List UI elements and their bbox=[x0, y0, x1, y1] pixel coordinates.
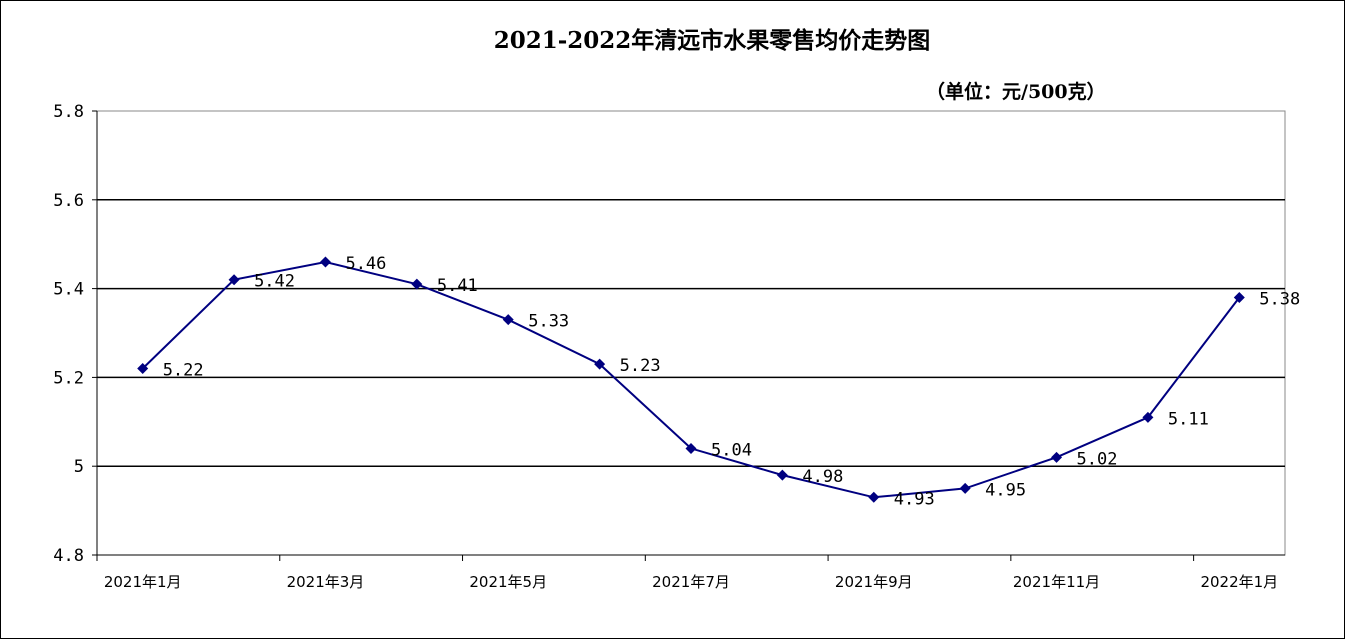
x-tick-label: 2021年7月 bbox=[652, 573, 730, 591]
x-tick-label: 2021年11月 bbox=[1013, 573, 1100, 591]
data-label: 4.95 bbox=[985, 480, 1026, 500]
data-label: 5.42 bbox=[254, 272, 295, 292]
x-tick-label: 2021年1月 bbox=[104, 573, 182, 591]
y-tick-label: 5 bbox=[74, 457, 84, 477]
data-point bbox=[319, 256, 331, 268]
data-label: 5.23 bbox=[620, 356, 661, 376]
y-tick-label: 4.8 bbox=[53, 546, 84, 566]
data-point bbox=[594, 358, 606, 370]
x-tick-label: 2021年9月 bbox=[835, 573, 913, 591]
data-point bbox=[1142, 411, 1154, 423]
x-tick-label: 2022年1月 bbox=[1200, 573, 1278, 591]
data-point bbox=[1233, 291, 1245, 303]
y-tick-label: 5.6 bbox=[53, 191, 84, 211]
data-label: 5.38 bbox=[1259, 289, 1300, 309]
data-point bbox=[137, 363, 149, 375]
data-label: 5.46 bbox=[345, 254, 386, 274]
chart-title: 2021-2022年清远市水果零售均价走势图 bbox=[493, 27, 931, 54]
x-tick-label: 2021年5月 bbox=[469, 573, 547, 591]
unit-label: （单位：元/500克） bbox=[926, 81, 1106, 103]
data-point bbox=[959, 482, 971, 494]
y-tick-label: 5.8 bbox=[53, 102, 84, 122]
data-label: 5.11 bbox=[1168, 409, 1209, 429]
y-tick-label: 5.2 bbox=[53, 368, 84, 388]
data-label: 5.02 bbox=[1077, 449, 1118, 469]
data-point bbox=[776, 469, 788, 481]
data-point bbox=[685, 442, 697, 454]
data-point bbox=[411, 278, 423, 290]
y-tick-label: 5.4 bbox=[53, 280, 84, 300]
data-label: 5.22 bbox=[163, 361, 204, 381]
data-label: 5.33 bbox=[528, 312, 569, 332]
data-label: 5.04 bbox=[711, 440, 752, 460]
data-point bbox=[228, 274, 240, 286]
data-label: 5.41 bbox=[437, 276, 478, 296]
x-tick-label: 2021年3月 bbox=[287, 573, 365, 591]
data-point bbox=[1051, 451, 1063, 463]
data-point bbox=[502, 314, 514, 326]
plot-area bbox=[96, 110, 1286, 556]
data-point bbox=[868, 491, 880, 503]
data-label: 4.98 bbox=[802, 467, 843, 487]
series-line bbox=[142, 260, 1241, 499]
data-label: 4.93 bbox=[894, 489, 935, 509]
